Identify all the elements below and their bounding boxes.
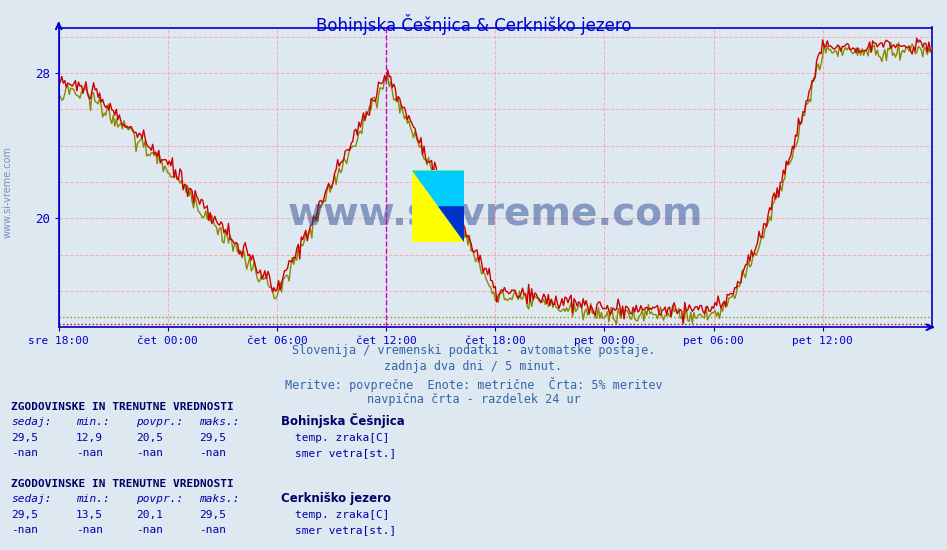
Text: 12,9: 12,9 [76, 432, 103, 443]
Text: -nan: -nan [11, 448, 39, 458]
Text: maks.:: maks.: [199, 417, 240, 427]
Text: 29,5: 29,5 [199, 432, 226, 443]
Text: www.si-vreme.com: www.si-vreme.com [3, 146, 12, 239]
Text: 29,5: 29,5 [199, 509, 226, 520]
Text: smer vetra[st.]: smer vetra[st.] [295, 525, 396, 535]
Text: ZGODOVINSKE IN TRENUTNE VREDNOSTI: ZGODOVINSKE IN TRENUTNE VREDNOSTI [11, 402, 234, 412]
Text: ZGODOVINSKE IN TRENUTNE VREDNOSTI: ZGODOVINSKE IN TRENUTNE VREDNOSTI [11, 478, 234, 489]
Polygon shape [412, 170, 464, 242]
Text: min.:: min.: [76, 417, 110, 427]
Text: Slovenija / vremenski podatki - avtomatske postaje.: Slovenija / vremenski podatki - avtomats… [292, 344, 655, 357]
Text: 20,5: 20,5 [136, 432, 164, 443]
Text: povpr.:: povpr.: [136, 494, 184, 504]
Text: 29,5: 29,5 [11, 432, 39, 443]
Text: -nan: -nan [76, 525, 103, 535]
Polygon shape [438, 206, 464, 242]
Text: -nan: -nan [199, 448, 226, 458]
Text: smer vetra[st.]: smer vetra[st.] [295, 448, 396, 458]
Text: 29,5: 29,5 [11, 509, 39, 520]
Text: Bohinjska Češnjica & Cerkniško jezero: Bohinjska Češnjica & Cerkniško jezero [315, 14, 632, 35]
Text: -nan: -nan [11, 525, 39, 535]
Text: Meritve: povprečne  Enote: metrične  Črta: 5% meritev: Meritve: povprečne Enote: metrične Črta:… [285, 377, 662, 392]
Text: sedaj:: sedaj: [11, 417, 52, 427]
Text: -nan: -nan [199, 525, 226, 535]
Text: 20,1: 20,1 [136, 509, 164, 520]
Text: Bohinjska Češnjica: Bohinjska Češnjica [281, 413, 405, 428]
Text: min.:: min.: [76, 494, 110, 504]
Text: -nan: -nan [136, 448, 164, 458]
Text: navpična črta - razdelek 24 ur: navpična črta - razdelek 24 ur [366, 393, 581, 406]
Text: temp. zraka[C]: temp. zraka[C] [295, 432, 389, 443]
Text: Cerkniško jezero: Cerkniško jezero [281, 492, 391, 505]
Text: www.si-vreme.com: www.si-vreme.com [288, 194, 703, 232]
Text: 13,5: 13,5 [76, 509, 103, 520]
Text: -nan: -nan [76, 448, 103, 458]
Text: povpr.:: povpr.: [136, 417, 184, 427]
Text: sedaj:: sedaj: [11, 494, 52, 504]
Text: maks.:: maks.: [199, 494, 240, 504]
Text: temp. zraka[C]: temp. zraka[C] [295, 509, 389, 520]
Text: zadnja dva dni / 5 minut.: zadnja dva dni / 5 minut. [384, 360, 563, 373]
Text: -nan: -nan [136, 525, 164, 535]
